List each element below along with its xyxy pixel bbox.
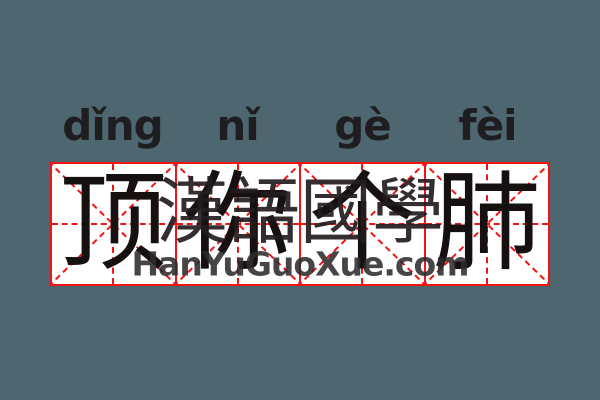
pinyin-syllable-3: gè (334, 101, 392, 150)
hanzi-character-3: 个 (308, 164, 417, 284)
watermark-cjk-text: 漢語國學 (155, 170, 445, 254)
hanzi-character-1: 顶 (59, 164, 168, 284)
grid-cell-2: 你 (176, 164, 301, 284)
grid-cell-3: 个 (301, 164, 426, 284)
grid-cell-1: 顶 (52, 164, 177, 284)
grid-cell-4: 肺 (425, 164, 548, 284)
horizontal-guide-line (52, 223, 175, 225)
pinyin-row: dǐng nǐ gè fèi (50, 101, 550, 151)
watermark-site-text: HanYuGuoXue.com (131, 244, 469, 284)
hanzi-character-2: 你 (183, 164, 292, 284)
horizontal-guide-line (301, 223, 424, 225)
character-practice-grid: 顶 你 个 肺 (50, 162, 550, 286)
pinyin-syllable-4: fèi (458, 101, 517, 150)
horizontal-guide-line (176, 223, 299, 225)
horizontal-guide-line (425, 223, 548, 225)
hanzi-character-4: 肺 (432, 164, 541, 284)
pinyin-syllable-1: dǐng (62, 101, 163, 150)
pinyin-syllable-2: nǐ (216, 101, 259, 150)
